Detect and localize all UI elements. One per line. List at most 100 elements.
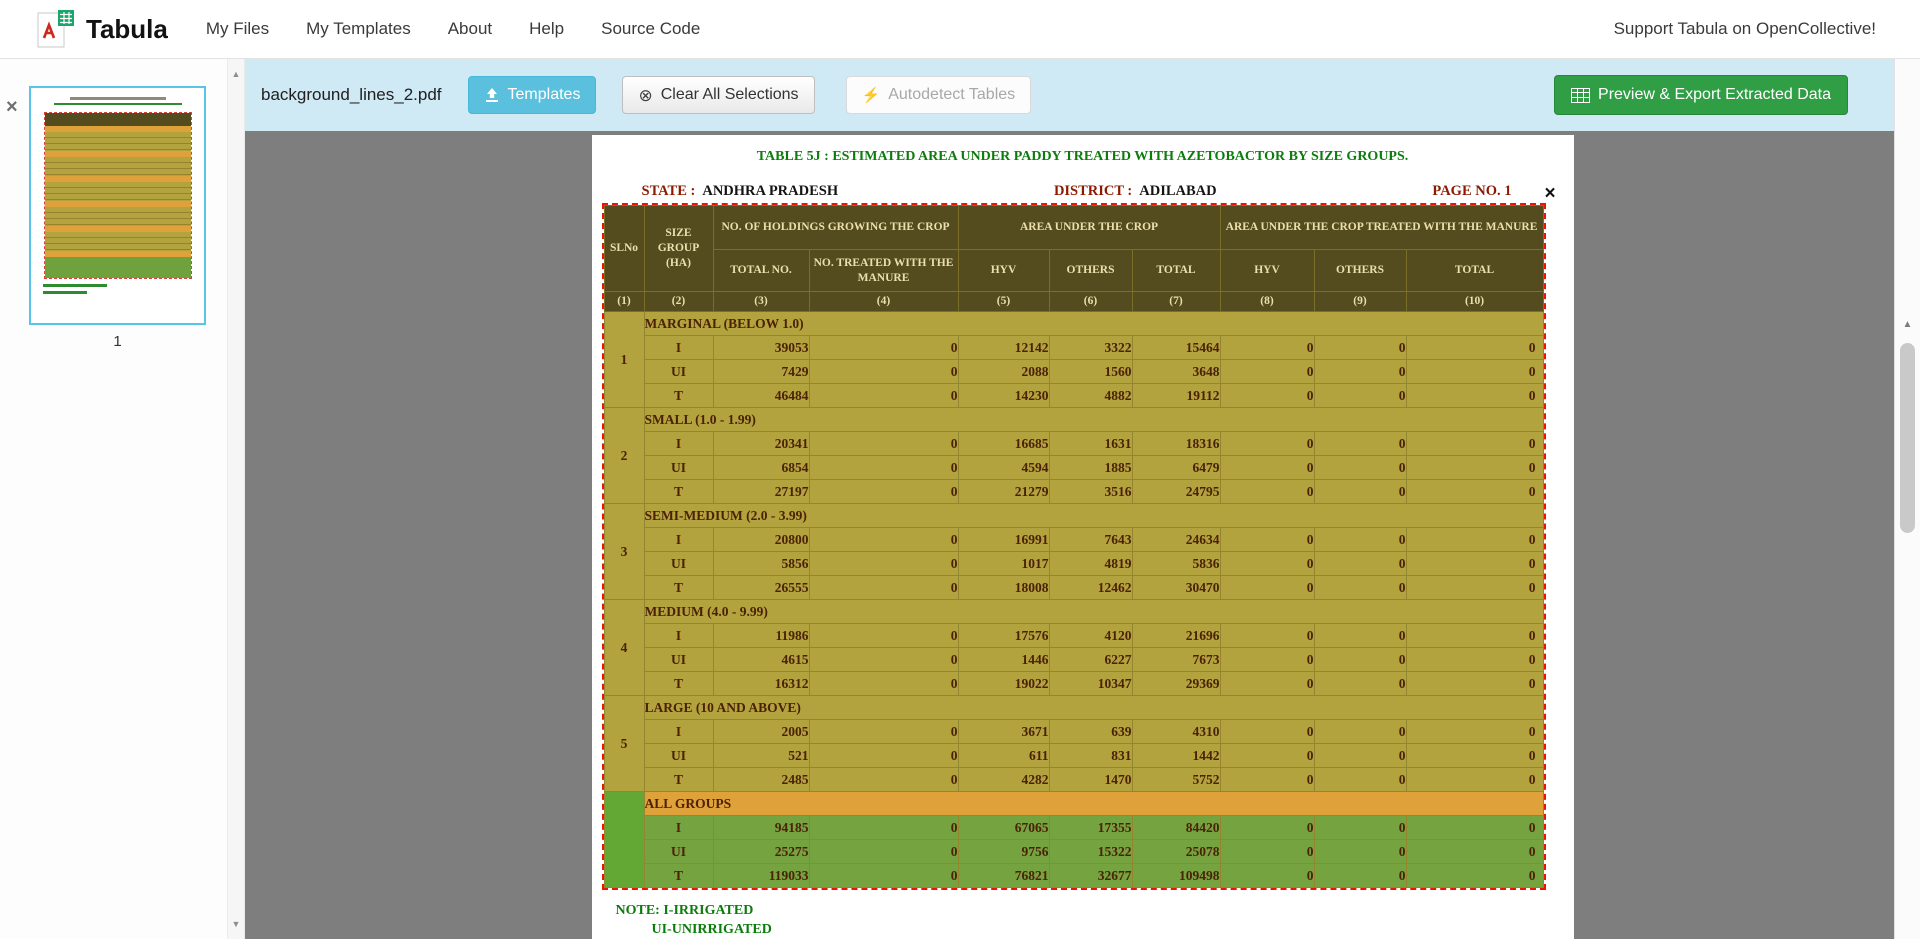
group-name-cell: ALL GROUPS bbox=[643, 791, 1544, 816]
value-cell: 0 bbox=[1405, 335, 1544, 360]
value-cell: 2005 bbox=[712, 719, 810, 744]
doc-note-line1: NOTE: I-IRRIGATED bbox=[615, 903, 754, 918]
document-viewport[interactable]: TABLE 5J : ESTIMATED AREA UNDER PADDY TR… bbox=[245, 131, 1920, 939]
value-cell: 0 bbox=[1219, 863, 1315, 888]
export-button[interactable]: Preview & Export Extracted Data bbox=[1554, 75, 1848, 115]
thumbnail-note-line bbox=[43, 291, 87, 294]
clear-selections-button[interactable]: ⊗ Clear All Selections bbox=[622, 76, 815, 114]
thumbnail-close-icon[interactable]: × bbox=[6, 96, 18, 118]
value-cell: 18316 bbox=[1131, 431, 1221, 456]
value-cell: 0 bbox=[1219, 479, 1315, 504]
row-label-cell: I bbox=[643, 527, 714, 552]
value-cell: 6854 bbox=[712, 455, 810, 480]
value-cell: 76821 bbox=[957, 863, 1050, 888]
value-cell: 0 bbox=[1405, 839, 1544, 864]
autodetect-tables-button[interactable]: ⚡ Autodetect Tables bbox=[845, 76, 1032, 114]
value-cell: 0 bbox=[1219, 335, 1315, 360]
page-thumbnail[interactable] bbox=[29, 86, 206, 325]
value-cell: 0 bbox=[808, 839, 959, 864]
value-cell: 0 bbox=[1405, 743, 1544, 768]
value-cell: 0 bbox=[1405, 863, 1544, 888]
clear-selections-label: Clear All Selections bbox=[660, 86, 799, 103]
group-header-row: 5 LARGE (10 AND ABOVE) bbox=[603, 695, 1544, 792]
value-cell: 6479 bbox=[1131, 455, 1221, 480]
state-label: STATE : bbox=[641, 183, 696, 199]
value-cell: 0 bbox=[1405, 719, 1544, 744]
col-header-holdings: NO. OF HOLDINGS GROWING THE CROP bbox=[712, 205, 959, 250]
district-label: DISTRICT : bbox=[1053, 183, 1133, 199]
value-cell: 3648 bbox=[1131, 359, 1221, 384]
col-number: (4) bbox=[808, 291, 959, 312]
row-label-cell: UI bbox=[643, 455, 714, 480]
slno-cell bbox=[603, 791, 645, 888]
value-cell: 611 bbox=[957, 743, 1050, 768]
slno-cell: 1 bbox=[603, 311, 645, 408]
doc-title: TABLE 5J : ESTIMATED AREA UNDER PADDY TR… bbox=[756, 149, 1409, 164]
value-cell: 0 bbox=[1313, 839, 1407, 864]
value-cell: 0 bbox=[1219, 527, 1315, 552]
scroll-up-icon[interactable]: ▲ bbox=[231, 69, 241, 79]
brand-title: Tabula bbox=[86, 13, 168, 44]
templates-button[interactable]: Templates bbox=[467, 76, 597, 114]
sidebar-scrollbar[interactable]: ▲ ▼ bbox=[227, 59, 244, 939]
nav-item-source-code[interactable]: Source Code bbox=[601, 19, 701, 38]
value-cell: 0 bbox=[1405, 551, 1544, 576]
value-cell: 0 bbox=[1313, 479, 1407, 504]
value-cell: 0 bbox=[1313, 551, 1407, 576]
table-row: I 20800 0 16991 7643 24634 0 0 0 bbox=[604, 527, 1544, 552]
table-row: I 11986 0 17576 4120 21696 0 0 0 bbox=[604, 623, 1544, 648]
value-cell: 0 bbox=[1219, 359, 1315, 384]
value-cell: 19022 bbox=[957, 671, 1050, 696]
value-cell: 84420 bbox=[1131, 815, 1221, 840]
value-cell: 0 bbox=[1219, 767, 1315, 792]
window-scroll-up-icon[interactable]: ▲ bbox=[1902, 319, 1913, 330]
col-header-slno: SLNo bbox=[603, 205, 645, 292]
col-header-no-treated: NO. TREATED WITH THE MANURE bbox=[808, 249, 959, 292]
value-cell: 12462 bbox=[1048, 575, 1133, 600]
row-label-cell: T bbox=[643, 671, 714, 696]
value-cell: 21696 bbox=[1131, 623, 1221, 648]
col-header-others-crop: OTHERS bbox=[1048, 249, 1133, 292]
window-scrollbar-thumb[interactable] bbox=[1900, 343, 1915, 533]
value-cell: 0 bbox=[1313, 815, 1407, 840]
slno-cell: 5 bbox=[603, 695, 645, 792]
scroll-down-icon[interactable]: ▼ bbox=[231, 919, 241, 929]
upload-icon bbox=[485, 88, 498, 102]
value-cell: 0 bbox=[1405, 671, 1544, 696]
value-cell: 0 bbox=[808, 623, 959, 648]
row-label-cell: UI bbox=[643, 359, 714, 384]
col-header-hyv-treated: HYV bbox=[1219, 249, 1315, 292]
table-row: I 2005 0 3671 639 4310 0 0 0 bbox=[604, 719, 1544, 744]
value-cell: 4310 bbox=[1131, 719, 1221, 744]
pdf-page[interactable]: TABLE 5J : ESTIMATED AREA UNDER PADDY TR… bbox=[591, 135, 1574, 939]
value-cell: 26555 bbox=[712, 575, 810, 600]
selection-delete-icon[interactable]: × bbox=[1544, 183, 1556, 204]
thumbnail-title-line bbox=[69, 97, 166, 100]
doc-table: SLNo SIZE GROUP (HA) NO. OF HOLDINGS GRO… bbox=[603, 205, 1544, 888]
value-cell: 14230 bbox=[957, 383, 1050, 408]
col-header-hyv-crop: HYV bbox=[957, 249, 1050, 292]
window-scrollbar[interactable]: ▲ bbox=[1894, 59, 1920, 939]
slno-cell: 2 bbox=[603, 407, 645, 504]
value-cell: 4882 bbox=[1048, 383, 1133, 408]
support-link[interactable]: Support Tabula on OpenCollective! bbox=[1613, 19, 1876, 38]
value-cell: 67065 bbox=[957, 815, 1050, 840]
row-label-cell: I bbox=[643, 431, 714, 456]
col-header-area-treated: AREA UNDER THE CROP TREATED WITH THE MAN… bbox=[1219, 205, 1544, 250]
value-cell: 0 bbox=[1313, 743, 1407, 768]
col-header-total-treated: TOTAL bbox=[1405, 249, 1544, 292]
value-cell: 1442 bbox=[1131, 743, 1221, 768]
value-cell: 0 bbox=[1405, 575, 1544, 600]
value-cell: 25275 bbox=[712, 839, 810, 864]
value-cell: 24634 bbox=[1131, 527, 1221, 552]
nav-item-about[interactable]: About bbox=[447, 19, 493, 38]
value-cell: 0 bbox=[1219, 671, 1315, 696]
brand[interactable]: Tabula bbox=[36, 8, 168, 50]
table-icon bbox=[1571, 87, 1591, 103]
nav-item-my-templates[interactable]: My Templates bbox=[306, 19, 411, 38]
nav-item-help[interactable]: Help bbox=[529, 19, 565, 38]
value-cell: 25078 bbox=[1131, 839, 1221, 864]
row-label-cell: UI bbox=[643, 839, 714, 864]
nav-item-my-files[interactable]: My Files bbox=[205, 19, 270, 38]
value-cell: 18008 bbox=[957, 575, 1050, 600]
